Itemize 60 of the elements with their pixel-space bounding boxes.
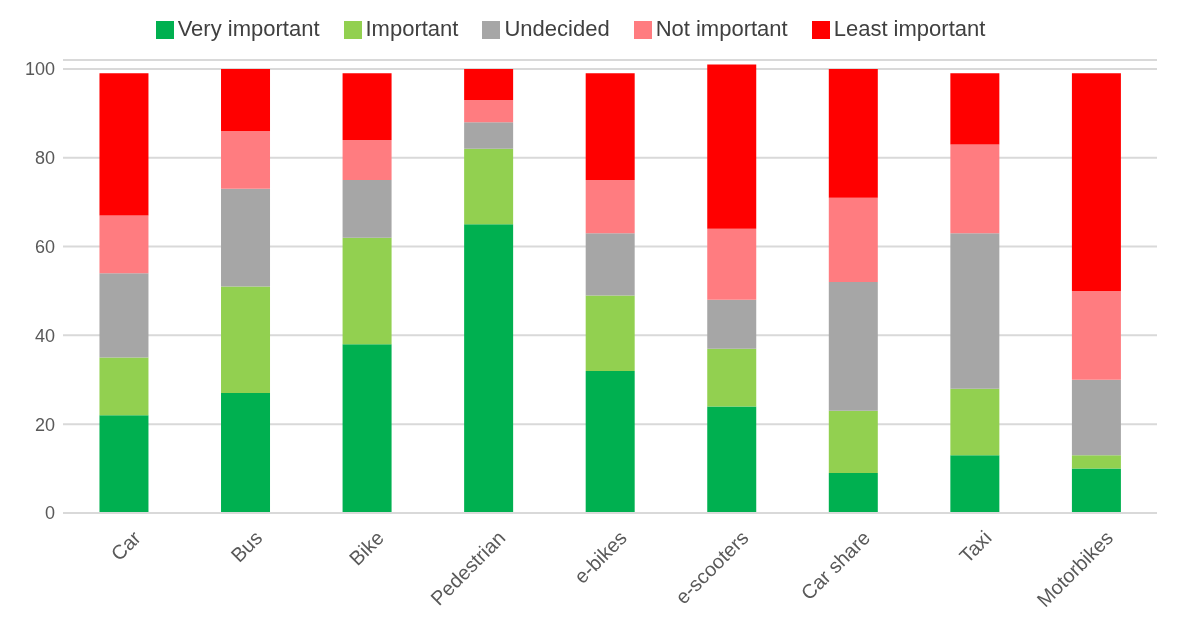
bar [828,473,878,513]
bar [464,68,514,100]
bar [342,344,392,513]
legend-label: Undecided [504,16,610,41]
bar [950,73,1000,145]
bar [99,73,149,216]
bar [828,410,878,474]
bar [342,237,392,345]
bar [221,131,271,189]
bar [342,179,392,238]
bar [950,233,1000,389]
bar [1071,290,1121,380]
bar [707,64,757,229]
bar [99,415,149,513]
bar [585,295,635,371]
y-tick-label: 0 [44,503,55,524]
bar [221,68,271,132]
bar [828,197,878,283]
bar [221,393,271,513]
bar [707,406,757,513]
bar [1071,379,1121,456]
bar [585,370,635,513]
bar [464,122,514,149]
bar [464,148,514,225]
bar [828,282,878,411]
x-tick-label: Bus [226,526,267,567]
bar [221,286,271,394]
bar [1071,468,1121,513]
bar [1071,455,1121,469]
bar [342,139,392,180]
bar [950,455,1000,513]
legend-label: Least important [833,16,986,41]
bar [342,73,392,140]
bar [464,224,514,513]
bar [707,348,757,407]
x-tick-label: Car [106,526,146,565]
bar [707,299,757,349]
bar [950,144,1000,234]
legend-label: Important [365,16,459,41]
y-tick-label: 60 [34,236,55,257]
bar [221,188,271,287]
y-tick-label: 80 [34,148,55,169]
bar [1071,73,1121,291]
bar [828,68,878,198]
y-tick-label: 100 [24,59,55,80]
bar [99,357,149,416]
y-tick-label: 40 [34,325,55,346]
bar [950,388,1000,456]
legend-label: Not important [655,16,788,41]
bar [585,179,635,234]
x-tick-label: Bike [344,526,388,570]
x-tick-label: Taxi [954,526,996,568]
bar [585,233,635,296]
bar [99,273,149,358]
bar [99,215,149,274]
legend-label: Very important [177,16,320,41]
bar [707,228,757,300]
bar [585,73,635,180]
bar [464,99,514,123]
y-tick-label: 20 [34,414,55,435]
